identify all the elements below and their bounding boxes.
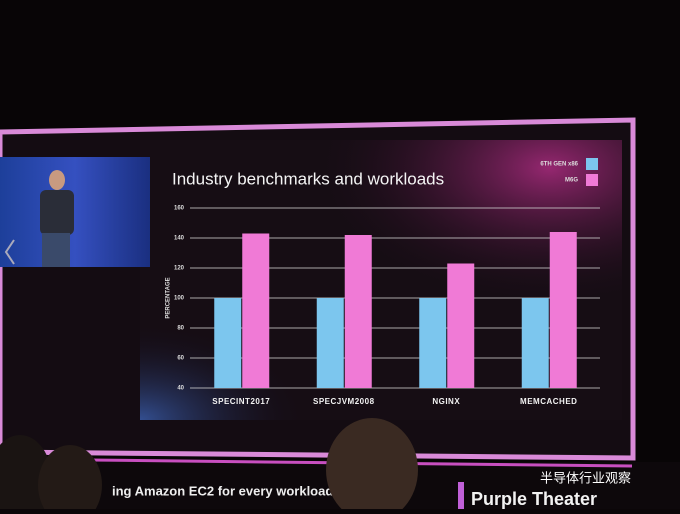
venue: Purple Theater bbox=[471, 489, 597, 509]
y-tick-label: 160 bbox=[174, 206, 185, 212]
video-feed bbox=[0, 157, 150, 267]
legend-label: M6G bbox=[565, 178, 578, 184]
speaker bbox=[40, 190, 74, 235]
x-tick-label: SPECJVM2008 bbox=[313, 397, 375, 406]
chart: 40 60 80 100 120 140 160 SPECINT2017 SPECJVM2008… bbox=[174, 158, 600, 406]
bar bbox=[419, 298, 447, 388]
y-tick-label: 140 bbox=[174, 236, 185, 242]
y-tick-label: 60 bbox=[177, 356, 184, 362]
y-tick-label: 120 bbox=[174, 266, 185, 272]
bar bbox=[242, 233, 270, 388]
x-tick-label: NGINX bbox=[432, 397, 460, 406]
x-tick-label: MEMCACHED bbox=[520, 397, 577, 406]
audience-head bbox=[38, 445, 102, 514]
nav-arrow bbox=[4, 239, 15, 265]
legend-swatch bbox=[586, 158, 598, 170]
bar bbox=[316, 298, 344, 388]
banner-text: ing Amazon EC2 for every workload bbox=[112, 483, 333, 498]
y-tick-label: 100 bbox=[174, 296, 185, 302]
audience-head bbox=[326, 418, 418, 514]
bar bbox=[549, 232, 577, 388]
y-tick-label: 40 bbox=[177, 386, 184, 392]
legend-label: 6TH GEN x86 bbox=[540, 162, 578, 168]
venue-mark bbox=[458, 482, 464, 509]
watermark: 半导体行业观察 bbox=[540, 470, 631, 485]
speaker bbox=[49, 170, 65, 190]
bar bbox=[214, 298, 242, 388]
x-tick-label: SPECINT2017 bbox=[212, 397, 270, 406]
y-axis-label: PERCENTAGE bbox=[166, 277, 172, 318]
speaker bbox=[42, 233, 70, 267]
legend-swatch bbox=[586, 174, 598, 186]
bar bbox=[344, 235, 372, 388]
y-tick-label: 80 bbox=[177, 326, 184, 332]
chart-title: Industry benchmarks and workloads bbox=[172, 169, 444, 188]
bar bbox=[447, 263, 475, 388]
bar bbox=[521, 298, 549, 388]
